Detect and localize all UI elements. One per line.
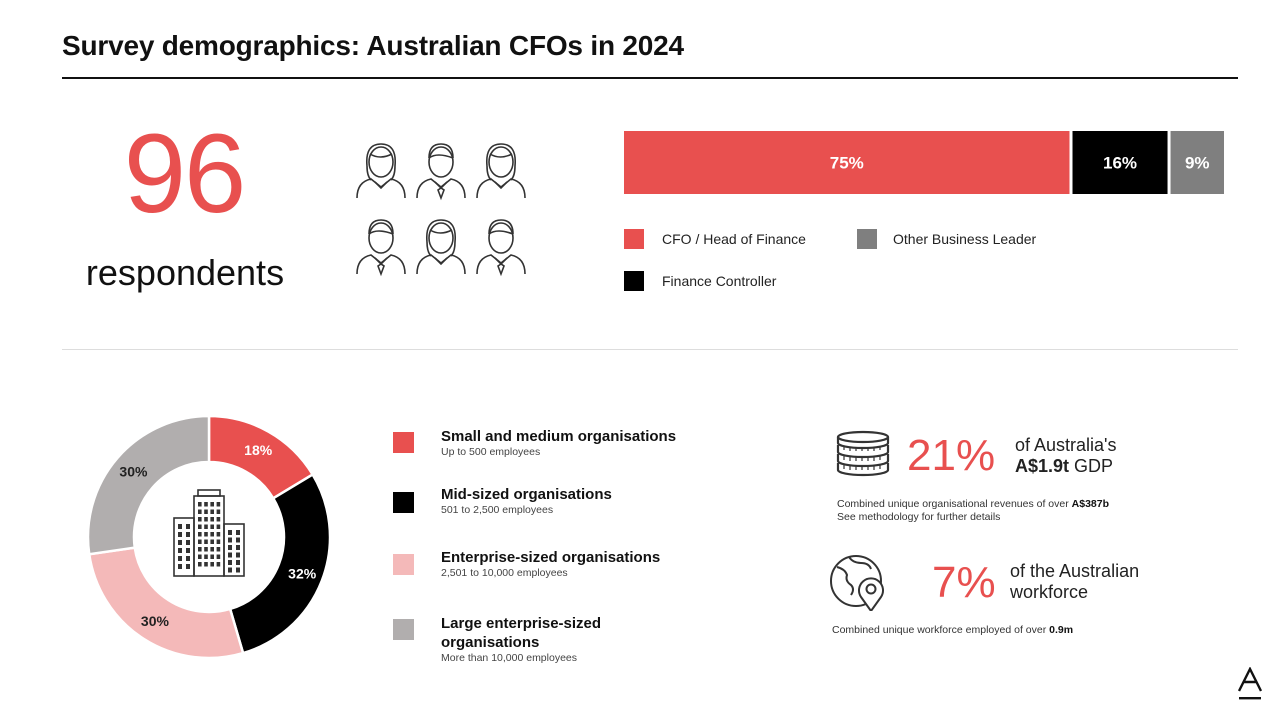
person-male-icon	[476, 219, 526, 277]
org-size-donut: 18% 32% 30% 30%	[86, 414, 332, 660]
workforce-note-text: Combined unique workforce employed of ov…	[832, 624, 1050, 636]
gdp-note-line1: Combined unique organisational revenues …	[837, 498, 1109, 511]
org-legend-small: Small and medium organisations Up to 500…	[441, 427, 741, 458]
legend-label-other: Other Business Leader	[893, 231, 1037, 247]
stack-bar-segment	[1170, 131, 1224, 194]
stack-bar-label: 16%	[1103, 154, 1137, 173]
org-legend-swatch-mid	[393, 492, 414, 513]
building-icon	[173, 489, 245, 577]
workforce-note: Combined unique workforce employed of ov…	[832, 624, 1073, 637]
donut-slice-label: 30%	[141, 613, 170, 629]
org-legend-enterprise: Enterprise-sized organisations 2,501 to …	[441, 548, 741, 579]
workforce-label-line2: workforce	[1010, 582, 1089, 602]
person-male-icon	[356, 219, 406, 277]
gdp-unit: GDP	[1069, 456, 1114, 476]
gdp-note-text: Combined unique organisational revenues …	[837, 498, 1072, 510]
org-legend-name: Enterprise-sized organisations	[441, 549, 661, 566]
org-legend-swatch-small	[393, 432, 414, 453]
person-male-icon	[416, 143, 466, 201]
org-legend-swatch-enterprise	[393, 554, 414, 575]
org-legend-sub: 501 to 2,500 employees	[441, 504, 554, 516]
respondent-label: respondents	[85, 252, 285, 293]
org-legend-mid: Mid-sized organisations 501 to 2,500 emp…	[441, 485, 741, 516]
person-female-icon	[356, 143, 406, 199]
donut-slice-label: 32%	[288, 565, 317, 581]
accenture-logo	[1238, 667, 1262, 700]
gdp-label: of Australia's A$1.9t GDP	[1015, 435, 1117, 477]
org-legend-name: Small and medium organisations	[441, 428, 677, 445]
donut-slice	[86, 414, 211, 556]
gdp-label-line1: of Australia's	[1015, 435, 1117, 455]
workforce-note-amount: 0.9m	[1049, 624, 1074, 636]
stack-bar-segment	[1072, 131, 1168, 194]
stack-bar-label: 75%	[830, 154, 864, 173]
org-legend-sub: Up to 500 employees	[441, 446, 541, 458]
gdp-note: Combined unique organisational revenues …	[837, 498, 1109, 524]
donut-slice-label: 30%	[119, 464, 148, 480]
org-legend-name: Mid-sized organisations	[441, 486, 612, 503]
org-legend-sub: More than 10,000 employees	[441, 652, 578, 664]
role-stacked-bar: 75% 16% 9%	[624, 131, 1224, 194]
gdp-percent: 21%	[907, 431, 996, 480]
gdp-note-line2: See methodology for further details	[837, 511, 1001, 523]
legend-swatch-cfo	[624, 229, 644, 249]
legend-swatch-controller	[624, 271, 644, 291]
donut-slice	[87, 546, 245, 660]
person-female-icon	[476, 143, 526, 199]
section-divider	[62, 349, 1238, 350]
org-legend-name: Large enterprise-sized organisations	[441, 615, 602, 651]
workforce-percent: 7%	[932, 558, 996, 607]
stack-bar-segment	[624, 131, 1070, 194]
page-title: Survey demographics: Australian CFOs in …	[62, 30, 684, 61]
title-divider	[62, 77, 1238, 79]
gdp-label-line2: A$1.9t GDP	[1015, 456, 1117, 477]
org-legend-sub: 2,501 to 10,000 employees	[441, 567, 568, 579]
org-legend-swatch-large	[393, 619, 414, 640]
stack-bar-label: 9%	[1185, 154, 1210, 173]
org-legend-large: Large enterprise-sized organisations Mor…	[441, 614, 641, 664]
workforce-label-line1: of the Australian	[1010, 561, 1140, 581]
people-group-icon	[356, 143, 526, 277]
person-female-icon	[416, 219, 466, 275]
coins-stack-icon	[836, 430, 890, 477]
donut-slice	[228, 472, 332, 655]
legend-label-controller: Finance Controller	[662, 273, 777, 289]
workforce-label: of the Australian workforce	[1010, 561, 1139, 603]
gdp-amount: A$1.9t	[1015, 456, 1070, 476]
globe-pin-icon	[830, 555, 884, 611]
gdp-note-amount: A$387b	[1071, 498, 1110, 510]
legend-label-cfo: CFO / Head of Finance	[662, 231, 806, 247]
donut-slice-label: 18%	[244, 442, 273, 458]
legend-swatch-other	[857, 229, 877, 249]
respondent-count: 96	[123, 111, 247, 236]
